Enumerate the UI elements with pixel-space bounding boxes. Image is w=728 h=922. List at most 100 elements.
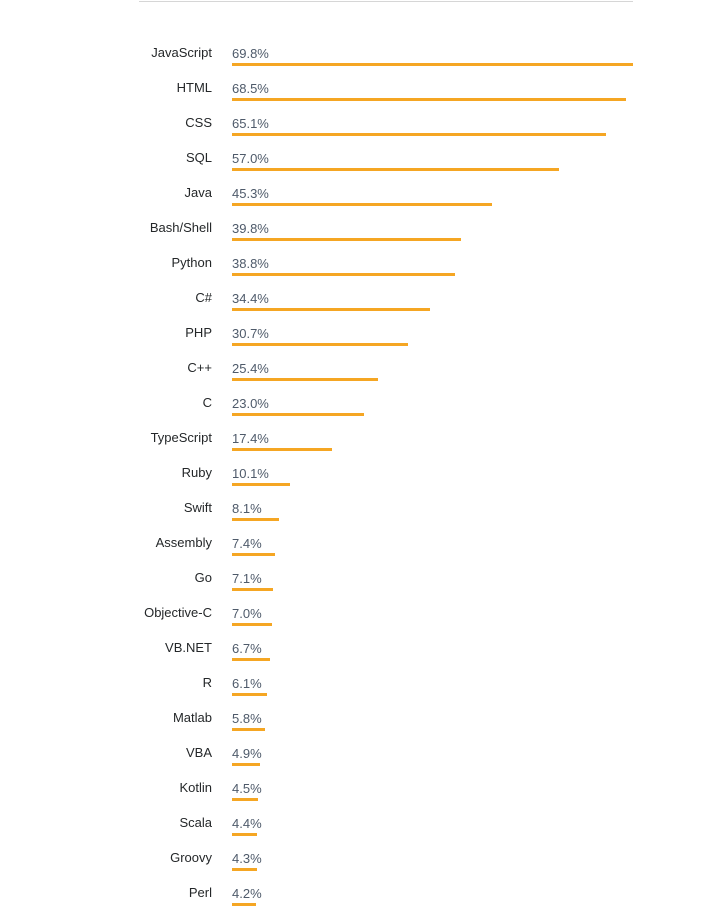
chart-row: Swift 8.1% <box>0 500 728 535</box>
category-label: Assembly <box>155 535 212 550</box>
bar <box>232 308 430 311</box>
category-label: VBA <box>185 745 212 760</box>
chart-row: Scala 4.4% <box>0 815 728 850</box>
category-label: Bash/Shell <box>149 220 212 235</box>
chart-row: Go 7.1% <box>0 570 728 605</box>
value-label: 25.4% <box>232 361 269 376</box>
value-label: 4.9% <box>232 746 262 761</box>
value-label: 7.0% <box>232 606 262 621</box>
category-label: Java <box>184 185 212 200</box>
chart-row: Groovy 4.3% <box>0 850 728 885</box>
bar <box>232 693 267 696</box>
value-label: 65.1% <box>232 116 269 131</box>
bar <box>232 98 626 101</box>
chart-row: JavaScript 69.8% <box>0 45 728 80</box>
value-label: 6.1% <box>232 676 262 691</box>
chart-row: C# 34.4% <box>0 290 728 325</box>
chart-row: R 6.1% <box>0 675 728 710</box>
bar <box>232 798 258 801</box>
category-label: HTML <box>176 80 212 95</box>
bar <box>232 203 492 206</box>
value-label: 68.5% <box>232 81 269 96</box>
value-label: 57.0% <box>232 151 269 166</box>
chart-row: Java 45.3% <box>0 185 728 220</box>
value-label: 5.8% <box>232 711 262 726</box>
value-label: 4.5% <box>232 781 262 796</box>
category-label: JavaScript <box>151 45 212 60</box>
chart-row: CSS 65.1% <box>0 115 728 150</box>
category-label: Scala <box>179 815 212 830</box>
category-label: Ruby <box>181 465 212 480</box>
bar <box>232 728 265 731</box>
chart-row: Python 38.8% <box>0 255 728 290</box>
chart-row: VB.NET 6.7% <box>0 640 728 675</box>
category-label: C <box>202 395 212 410</box>
value-label: 8.1% <box>232 501 262 516</box>
bar <box>232 343 408 346</box>
category-label: Go <box>194 570 212 585</box>
bar <box>232 448 332 451</box>
bar <box>232 623 272 626</box>
chart-row: Kotlin 4.5% <box>0 780 728 815</box>
value-label: 17.4% <box>232 431 269 446</box>
bar <box>232 133 606 136</box>
bar <box>232 658 270 661</box>
value-label: 30.7% <box>232 326 269 341</box>
chart-row: VBA 4.9% <box>0 745 728 780</box>
category-label: Groovy <box>170 850 212 865</box>
category-label: C# <box>195 290 212 305</box>
value-label: 69.8% <box>232 46 269 61</box>
value-label: 38.8% <box>232 256 269 271</box>
chart-row: PHP 30.7% <box>0 325 728 360</box>
category-label: Python <box>171 255 212 270</box>
chart-row: HTML 68.5% <box>0 80 728 115</box>
category-label: Objective-C <box>144 605 212 620</box>
bar <box>232 273 455 276</box>
chart-row: C++ 25.4% <box>0 360 728 395</box>
bar <box>232 63 633 66</box>
category-label: Swift <box>183 500 212 515</box>
bar <box>232 518 279 521</box>
bar <box>232 833 257 836</box>
category-label: VB.NET <box>165 640 212 655</box>
category-label: TypeScript <box>150 430 212 445</box>
value-label: 39.8% <box>232 221 269 236</box>
category-label: Kotlin <box>179 780 212 795</box>
value-label: 7.4% <box>232 536 262 551</box>
bar <box>232 413 364 416</box>
bar <box>232 168 559 171</box>
chart-row: Perl 4.2% <box>0 885 728 920</box>
value-label: 10.1% <box>232 466 269 481</box>
value-label: 34.4% <box>232 291 269 306</box>
top-divider <box>139 1 633 2</box>
chart-row: TypeScript 17.4% <box>0 430 728 465</box>
bar <box>232 868 257 871</box>
chart-row: Matlab 5.8% <box>0 710 728 745</box>
category-label: CSS <box>185 115 212 130</box>
value-label: 4.3% <box>232 851 262 866</box>
chart-row: Ruby 10.1% <box>0 465 728 500</box>
chart-row: Bash/Shell 39.8% <box>0 220 728 255</box>
bar <box>232 553 275 556</box>
bar <box>232 763 260 766</box>
category-label: Perl <box>188 885 212 900</box>
category-label: PHP <box>185 325 212 340</box>
bar <box>232 378 378 381</box>
value-label: 45.3% <box>232 186 269 201</box>
value-label: 4.4% <box>232 816 262 831</box>
bar <box>232 588 273 591</box>
chart-row: Assembly 7.4% <box>0 535 728 570</box>
bar <box>232 238 461 241</box>
category-label: C++ <box>187 360 212 375</box>
value-label: 7.1% <box>232 571 262 586</box>
value-label: 4.2% <box>232 886 262 901</box>
value-label: 23.0% <box>232 396 269 411</box>
value-label: 6.7% <box>232 641 262 656</box>
category-label: SQL <box>185 150 212 165</box>
category-label: R <box>202 675 212 690</box>
chart-row: SQL 57.0% <box>0 150 728 185</box>
bar <box>232 483 290 486</box>
chart-row: Objective-C 7.0% <box>0 605 728 640</box>
category-label: Matlab <box>172 710 212 725</box>
chart-row: C 23.0% <box>0 395 728 430</box>
